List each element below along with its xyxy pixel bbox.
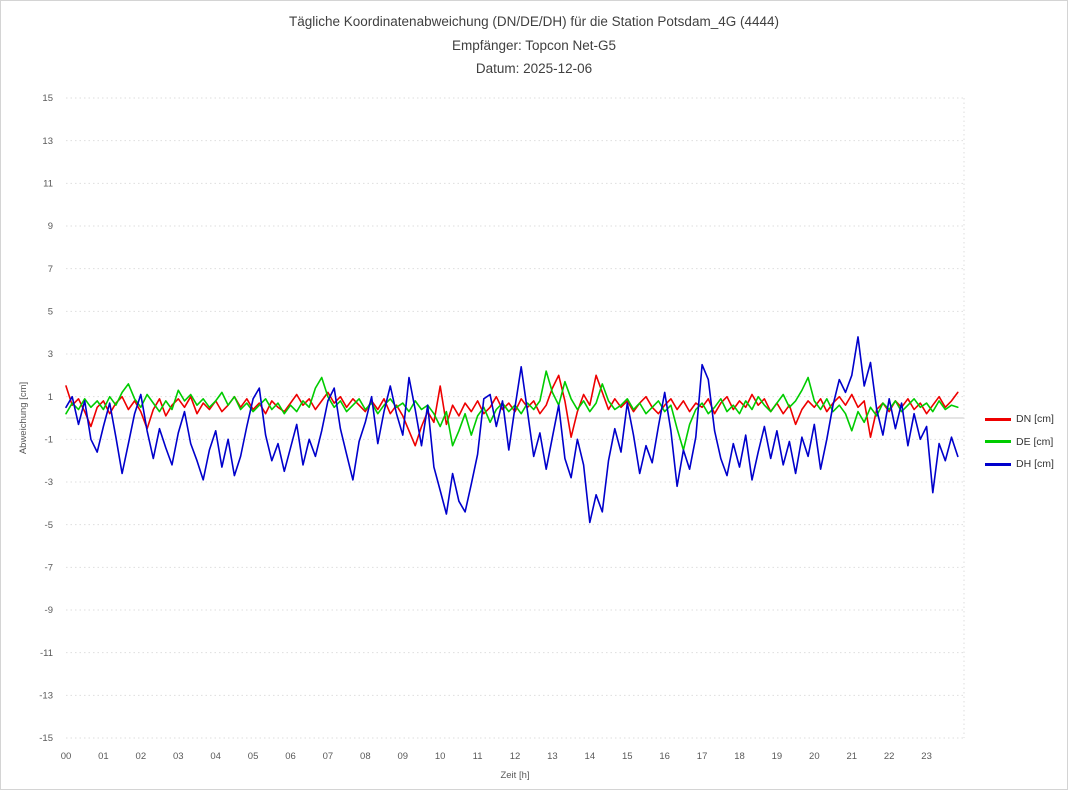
x-tick-label: 12 bbox=[510, 751, 521, 762]
x-tick-label: 18 bbox=[734, 751, 745, 762]
x-tick-label: 23 bbox=[921, 751, 932, 762]
y-tick-label: 15 bbox=[42, 93, 53, 104]
legend-item-de: DE [cm] bbox=[985, 431, 1054, 454]
y-tick-label: 7 bbox=[48, 264, 53, 275]
x-tick-label: 06 bbox=[285, 751, 296, 762]
x-tick-label: 14 bbox=[585, 751, 596, 762]
dn-line-swatch bbox=[985, 417, 1011, 421]
series-line-de bbox=[65, 370, 959, 451]
x-tick-label: 21 bbox=[846, 751, 857, 762]
series-line-dn bbox=[65, 374, 959, 447]
chart-legend: DN [cm] DE [cm] DH [cm] bbox=[985, 408, 1054, 476]
x-tick-label: 05 bbox=[248, 751, 259, 762]
x-tick-label: 07 bbox=[323, 751, 334, 762]
x-tick-label: 16 bbox=[659, 751, 670, 762]
y-tick-label: -3 bbox=[45, 477, 53, 488]
dh-line-swatch bbox=[985, 462, 1011, 466]
y-tick-label: 11 bbox=[43, 179, 53, 190]
y-tick-label: 9 bbox=[48, 221, 53, 232]
y-axis-title: Abweichung [cm] bbox=[18, 382, 29, 454]
chart-subtitle-date: Datum: 2025-12-06 bbox=[475, 61, 593, 76]
y-tick-label: -7 bbox=[45, 563, 53, 574]
x-tick-label: 08 bbox=[360, 751, 371, 762]
chart-subtitle-receiver: Empfänger: Topcon Net-G5 bbox=[451, 37, 617, 53]
y-tick-label: -15 bbox=[39, 733, 53, 744]
x-tick-label: 15 bbox=[622, 751, 633, 762]
chart-title: Tägliche Koordinatenabweichung (DN/DE/DH… bbox=[288, 14, 779, 29]
x-tick-label: 10 bbox=[435, 751, 446, 762]
y-tick-label: 1 bbox=[48, 392, 53, 403]
x-tick-label: 03 bbox=[173, 751, 184, 762]
legend-label-de: DE [cm] bbox=[1016, 435, 1054, 448]
x-tick-label: 13 bbox=[547, 751, 558, 762]
x-tick-label: 01 bbox=[98, 751, 109, 762]
x-tick-label: 02 bbox=[136, 751, 147, 762]
x-tick-label: 04 bbox=[210, 751, 221, 762]
y-tick-label: -1 bbox=[45, 435, 53, 446]
x-tick-label: 17 bbox=[697, 751, 708, 762]
x-tick-label: 00 bbox=[61, 751, 72, 762]
y-tick-label: 3 bbox=[48, 349, 53, 360]
x-tick-label: 11 bbox=[473, 751, 483, 762]
x-tick-label: 09 bbox=[397, 751, 408, 762]
y-tick-label: -13 bbox=[39, 691, 53, 702]
legend-item-dn: DN [cm] bbox=[985, 408, 1054, 431]
chart-title-block: Tägliche Koordinatenabweichung (DN/DE/DH… bbox=[1, 10, 1067, 81]
x-tick-label: 22 bbox=[884, 751, 895, 762]
de-line-swatch bbox=[985, 440, 1011, 444]
series-line-dh bbox=[65, 336, 959, 524]
y-tick-label: -9 bbox=[45, 605, 53, 616]
y-tick-label: 13 bbox=[42, 136, 53, 147]
y-tick-label: 5 bbox=[48, 307, 53, 318]
x-tick-label: 19 bbox=[772, 751, 783, 762]
legend-item-dh: DH [cm] bbox=[985, 453, 1054, 476]
x-axis-title: Zeit [h] bbox=[500, 770, 529, 781]
y-tick-label: -11 bbox=[40, 648, 53, 659]
y-tick-label: -5 bbox=[45, 520, 53, 531]
legend-label-dh: DH [cm] bbox=[1016, 458, 1054, 471]
x-tick-label: 20 bbox=[809, 751, 820, 762]
legend-label-dn: DN [cm] bbox=[1016, 413, 1054, 426]
